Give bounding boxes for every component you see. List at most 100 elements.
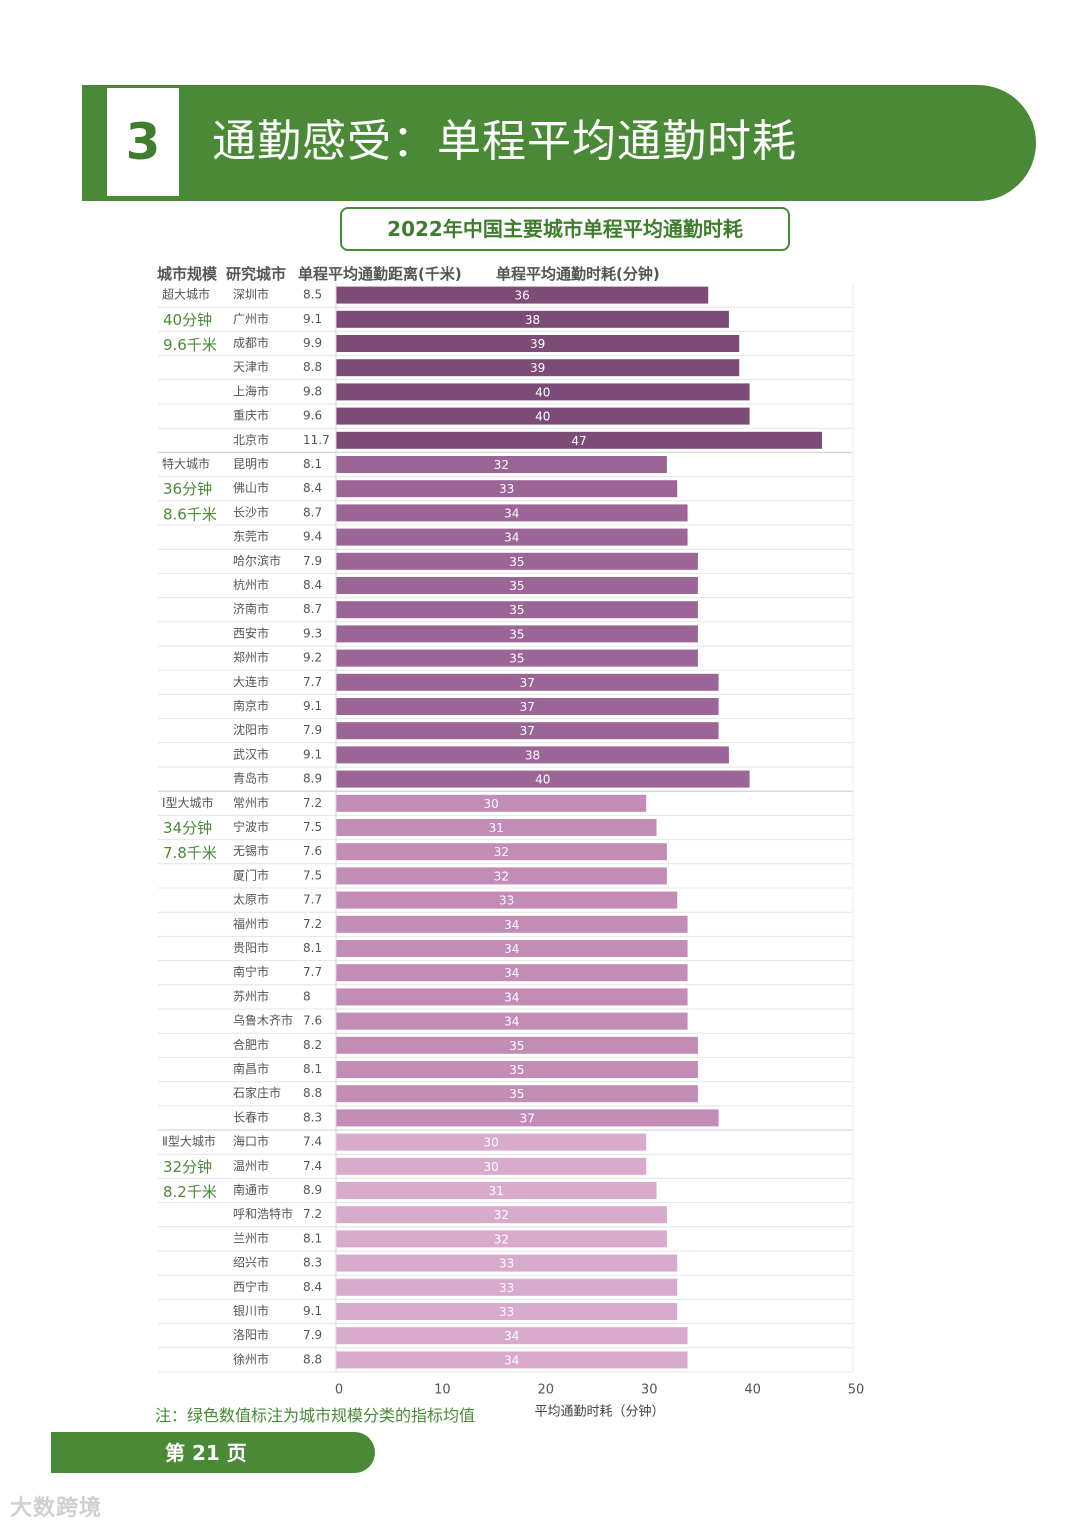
bar xyxy=(336,1182,657,1199)
distance-value: 8.1 xyxy=(303,1062,322,1076)
bar-value-label: 32 xyxy=(494,1232,509,1246)
bar xyxy=(336,891,678,909)
bar-value-label: 34 xyxy=(504,1015,519,1029)
bar xyxy=(336,722,719,740)
bar xyxy=(336,843,667,861)
bar-value-label: 35 xyxy=(509,603,524,617)
city-label: 福州市 xyxy=(233,916,269,931)
watermark: 大数跨境 xyxy=(10,1496,103,1521)
distance-value: 9.1 xyxy=(303,312,322,326)
distance-value: 7.2 xyxy=(303,796,322,810)
footnote: 注：绿色数值标注为城市规模分类的指标均值 xyxy=(155,1406,476,1425)
bar-value-label: 39 xyxy=(530,361,545,375)
column-header-city: 研究城市 xyxy=(226,265,287,283)
bar-value-label: 35 xyxy=(509,1039,524,1053)
x-tick-label: 0 xyxy=(335,1383,343,1398)
bar xyxy=(336,1085,698,1103)
distance-value: 8.1 xyxy=(303,1231,322,1245)
bar-value-label: 40 xyxy=(535,385,550,399)
bar-value-label: 33 xyxy=(499,482,514,496)
bar-value-label: 32 xyxy=(494,1208,509,1222)
group-avg-time: 32分钟 xyxy=(163,1158,212,1176)
x-axis-label: 平均通勤时耗（分钟） xyxy=(534,1404,664,1420)
bar-value-label: 31 xyxy=(489,1184,504,1198)
x-tick-label: 10 xyxy=(434,1383,451,1398)
bar xyxy=(336,431,822,449)
city-label: 太原市 xyxy=(233,892,269,907)
bar-value-label: 37 xyxy=(520,1111,535,1125)
distance-value: 7.2 xyxy=(303,917,322,931)
city-label: 乌鲁木齐市 xyxy=(233,1013,293,1028)
bar xyxy=(336,1230,667,1248)
group-avg-time: 36分钟 xyxy=(163,480,212,498)
bar xyxy=(336,746,729,764)
city-label: 成都市 xyxy=(233,335,269,350)
bar xyxy=(336,407,750,425)
bar-value-label: 37 xyxy=(520,724,535,738)
distance-value: 9.6 xyxy=(303,409,322,423)
city-label: 昆明市 xyxy=(233,456,269,471)
bar xyxy=(336,528,688,546)
city-label: 绍兴市 xyxy=(233,1255,269,1270)
distance-value: 7.5 xyxy=(303,868,322,882)
distance-value: 9.1 xyxy=(303,699,322,713)
bar xyxy=(336,1351,688,1369)
distance-value: 8.8 xyxy=(303,360,322,374)
distance-value: 8.3 xyxy=(303,1256,322,1270)
distance-value: 8 xyxy=(303,989,311,1003)
bar-value-label: 30 xyxy=(483,1136,498,1150)
bar xyxy=(336,1012,688,1030)
bar xyxy=(336,1061,698,1078)
city-label: 呼和浩特市 xyxy=(233,1206,293,1221)
bar-value-label: 33 xyxy=(499,1281,514,1295)
distance-value: 7.9 xyxy=(303,554,322,568)
city-label: 南京市 xyxy=(233,698,269,713)
city-label: 宁波市 xyxy=(233,819,269,834)
column-header-time: 单程平均通勤时耗(分钟) xyxy=(496,265,660,283)
bar xyxy=(336,480,678,498)
city-label: 温州市 xyxy=(233,1158,269,1173)
bar-value-label: 37 xyxy=(520,676,535,690)
distance-value: 9.4 xyxy=(303,530,322,544)
bar-value-label: 35 xyxy=(509,1087,524,1101)
column-header-distance: 单程平均通勤距离(千米) xyxy=(298,265,462,283)
section-banner xyxy=(82,85,1036,201)
distance-value: 9.9 xyxy=(303,336,322,350)
distance-value: 9.1 xyxy=(303,747,322,761)
bar-value-label: 35 xyxy=(509,627,524,641)
city-label: 南昌市 xyxy=(233,1061,269,1076)
bar xyxy=(336,625,698,643)
bar-value-label: 31 xyxy=(489,821,504,835)
distance-value: 7.9 xyxy=(303,723,322,737)
distance-value: 8.5 xyxy=(303,288,322,302)
city-label: 银川市 xyxy=(233,1303,269,1318)
bar xyxy=(336,1254,678,1272)
city-label: 天津市 xyxy=(233,359,269,374)
city-label: 海口市 xyxy=(233,1134,269,1149)
city-label: 沈阳市 xyxy=(233,722,269,737)
bar-value-label: 37 xyxy=(520,700,535,714)
bar xyxy=(336,601,698,619)
bar xyxy=(336,1036,698,1054)
distance-value: 8.8 xyxy=(303,1352,322,1366)
bar xyxy=(336,673,719,691)
bar xyxy=(336,286,709,304)
bar xyxy=(336,1109,719,1127)
bar-value-label: 40 xyxy=(535,773,550,787)
distance-value: 7.7 xyxy=(303,893,322,907)
city-label: 长沙市 xyxy=(233,504,269,519)
footer-bar xyxy=(51,1432,375,1473)
city-label: 武汉市 xyxy=(233,746,269,761)
page-number: 第 21 页 xyxy=(165,1441,247,1465)
group-name-label: 超大城市 xyxy=(162,287,210,302)
distance-value: 7.7 xyxy=(303,965,322,979)
bar xyxy=(336,867,667,885)
distance-value: 8.7 xyxy=(303,602,322,616)
bar-value-label: 34 xyxy=(504,966,519,980)
bar-value-label: 38 xyxy=(525,313,540,327)
distance-value: 7.9 xyxy=(303,1328,322,1342)
bar xyxy=(336,504,688,522)
bar-value-label: 33 xyxy=(499,894,514,908)
bar xyxy=(336,964,688,982)
x-tick-label: 20 xyxy=(538,1383,555,1398)
